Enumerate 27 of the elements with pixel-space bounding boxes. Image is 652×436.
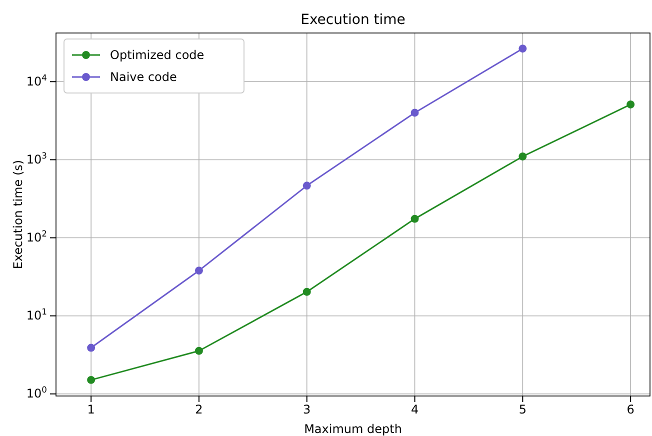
point [302, 288, 311, 296]
point [87, 376, 96, 384]
y-tick-label: 10$^{2}$ [26, 228, 47, 245]
y-axis-title: Execution time (s) [11, 160, 25, 270]
x-tick-label: 6 [626, 402, 634, 417]
y-tick-label: 10$^{3}$ [26, 150, 47, 167]
chart-title: Execution time [300, 12, 406, 28]
point [518, 44, 527, 53]
legend-label: Naive code [110, 70, 177, 84]
legend-label: Optimized code [110, 48, 204, 62]
y-tick-label: 10$^{4}$ [26, 72, 47, 88]
y-tick-label: 10$^{1}$ [26, 306, 47, 323]
x-tick-label: 3 [303, 402, 311, 417]
y-tick-label: 10$^{0}$ [26, 384, 47, 401]
point [410, 108, 419, 117]
x-tick-label: 4 [410, 402, 419, 417]
x-tick-label: 2 [195, 402, 203, 417]
point [410, 214, 419, 223]
point [518, 152, 527, 160]
x-axis-title: Maximum depth [304, 422, 402, 436]
point [626, 100, 635, 108]
x-tick-label: 1 [87, 402, 95, 417]
point [302, 182, 311, 190]
x-tick-label: 5 [518, 402, 526, 417]
point [87, 344, 96, 352]
point [194, 266, 203, 275]
point [194, 346, 203, 355]
